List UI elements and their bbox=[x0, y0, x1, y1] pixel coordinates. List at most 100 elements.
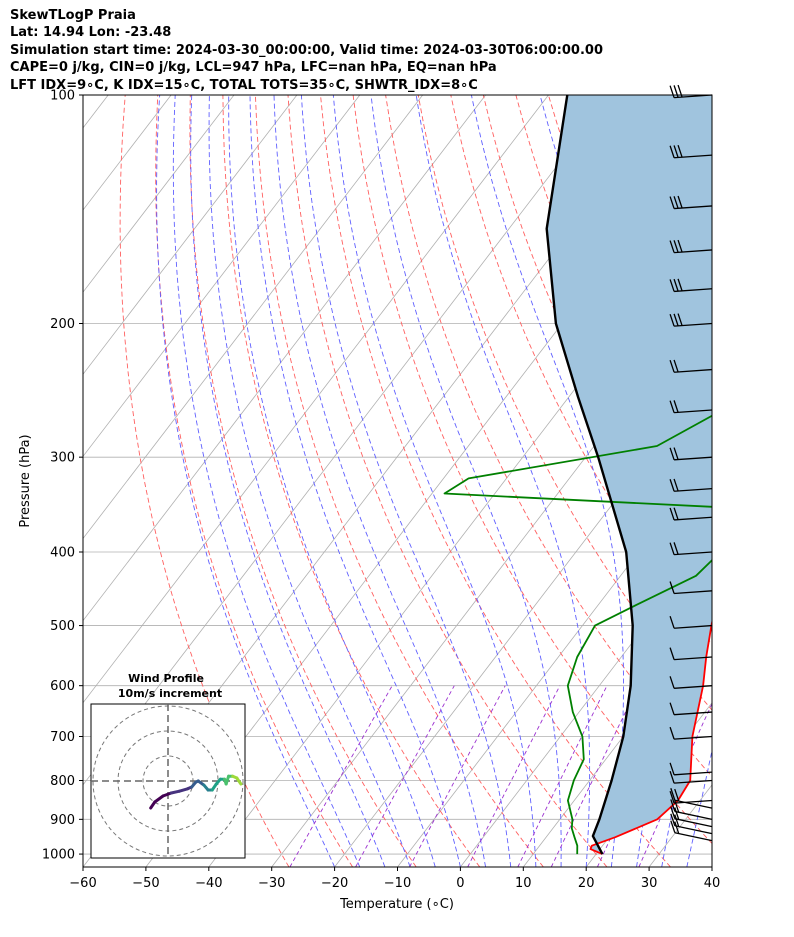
mixing-ratio-line bbox=[517, 685, 608, 867]
wind-barb bbox=[670, 799, 713, 820]
barb-feather bbox=[669, 507, 675, 521]
cape-cin-shading bbox=[546, 95, 712, 855]
barb-shaft bbox=[674, 516, 713, 521]
barb-shaft bbox=[674, 409, 713, 414]
barb-feather bbox=[669, 702, 675, 715]
isotherm bbox=[83, 95, 235, 293]
wind-barb bbox=[669, 702, 713, 716]
barb-shaft bbox=[674, 94, 713, 99]
barb-shaft bbox=[674, 799, 713, 804]
barb-feather bbox=[669, 762, 675, 776]
barb-shaft bbox=[674, 205, 713, 210]
barb-feather bbox=[669, 313, 675, 327]
location-line: Lat: 14.94 Lon: -23.48 bbox=[10, 25, 172, 41]
chart-header: SkewTLogP Praia Lat: 14.94 Lon: -23.48 S… bbox=[10, 7, 790, 94]
isotherm bbox=[271, 291, 712, 867]
barb-feather bbox=[669, 479, 675, 492]
moist-adiabat bbox=[249, 95, 461, 867]
barb-feather bbox=[673, 478, 679, 492]
x-tick-label: 0 bbox=[456, 876, 464, 891]
barb-feather bbox=[669, 85, 675, 98]
moist-adiabat bbox=[470, 95, 624, 867]
wind-barb bbox=[669, 195, 713, 210]
wind-barb bbox=[669, 359, 713, 373]
barb-feather bbox=[669, 790, 675, 804]
y-tick-label: 900 bbox=[50, 813, 75, 828]
moist-adiabat bbox=[208, 95, 411, 867]
barb-feather bbox=[674, 800, 680, 813]
x-tick-label: −40 bbox=[195, 876, 222, 891]
wind-barb bbox=[669, 507, 713, 521]
barb-feather bbox=[669, 770, 675, 784]
dry-adiabat bbox=[744, 95, 794, 867]
barb-shaft bbox=[674, 368, 713, 373]
barb-feather bbox=[674, 821, 680, 834]
dry-adiabat bbox=[222, 95, 481, 867]
hodograph-inset: Wind Profile 10m/s increment bbox=[90, 672, 246, 859]
barb-feather bbox=[674, 807, 680, 820]
temperature-line bbox=[589, 618, 712, 855]
parcel-line bbox=[545, 95, 634, 855]
wind-barb bbox=[669, 790, 713, 804]
y-axis-label: Pressure (hPa) bbox=[18, 434, 33, 527]
wind-barb bbox=[669, 726, 713, 740]
x-tick-label: −50 bbox=[132, 876, 159, 891]
barb-feather bbox=[677, 195, 683, 209]
dry-adiabat bbox=[450, 95, 712, 645]
y-tick-label: 200 bbox=[50, 317, 75, 332]
x-tick-label: 10 bbox=[515, 876, 532, 891]
wind-barb-layer bbox=[669, 84, 713, 842]
moist-adiabat bbox=[172, 95, 361, 867]
wind-barb bbox=[669, 278, 713, 293]
profile-layer bbox=[443, 95, 712, 855]
mixing-ratio-line bbox=[550, 685, 639, 867]
mixing-ratio-line bbox=[355, 685, 455, 867]
y-tick-label: 700 bbox=[50, 730, 75, 745]
moist-adiabat bbox=[332, 95, 537, 867]
y-tick-label: 400 bbox=[50, 546, 75, 561]
x-tick-label: 30 bbox=[641, 876, 658, 891]
wind-barb bbox=[669, 313, 713, 327]
barb-shaft bbox=[674, 487, 713, 492]
isotherm bbox=[460, 537, 712, 867]
barb-feather bbox=[673, 313, 679, 327]
wind-barb bbox=[669, 144, 713, 159]
wind-barb bbox=[669, 478, 713, 492]
barb-feather bbox=[674, 788, 680, 802]
axis-layer: −60 −50 −40 −30 −20 −10 0 10 20 30 40 1000 900 800 700… bbox=[42, 89, 720, 892]
barb-feather bbox=[673, 240, 679, 253]
barb-shaft bbox=[674, 322, 713, 327]
wind-barb bbox=[669, 770, 713, 784]
y-tick-label: 100 bbox=[50, 89, 75, 104]
barb-feather bbox=[669, 240, 675, 253]
barb-shaft bbox=[674, 711, 713, 716]
barb-feather bbox=[673, 85, 679, 98]
barb-shaft bbox=[674, 771, 713, 776]
y-tick-label: 500 bbox=[50, 619, 75, 634]
hodograph-subtitle: 10m/s increment bbox=[118, 687, 222, 700]
wind-barb bbox=[670, 813, 713, 835]
x-tick-label: 20 bbox=[578, 876, 595, 891]
hodograph-segment bbox=[235, 776, 243, 786]
grid-layer bbox=[83, 95, 794, 867]
barb-shaft bbox=[674, 656, 713, 661]
barb-shaft bbox=[674, 551, 713, 556]
barb-feather bbox=[669, 581, 675, 594]
dry-adiabat bbox=[287, 95, 608, 867]
barb-feather bbox=[677, 278, 683, 292]
moist-adiabat bbox=[156, 95, 336, 867]
barb-shaft bbox=[674, 818, 713, 828]
barb-shaft bbox=[674, 249, 713, 254]
barb-feather bbox=[669, 647, 675, 660]
mixing-ratio-line bbox=[467, 685, 561, 867]
stability-index-line: LFT IDX=9∘C, K IDX=15∘C, TOTAL TOTS=35∘C… bbox=[10, 77, 478, 93]
moist-adiabat bbox=[415, 95, 591, 867]
wind-barb bbox=[670, 820, 713, 842]
dry-adiabat bbox=[155, 95, 353, 867]
wind-barb bbox=[670, 788, 713, 809]
barb-shaft bbox=[674, 624, 713, 629]
x-tick-label: 40 bbox=[704, 876, 721, 891]
chart-title: SkewTLogP Praia bbox=[10, 8, 136, 23]
isotherm bbox=[775, 95, 794, 867]
